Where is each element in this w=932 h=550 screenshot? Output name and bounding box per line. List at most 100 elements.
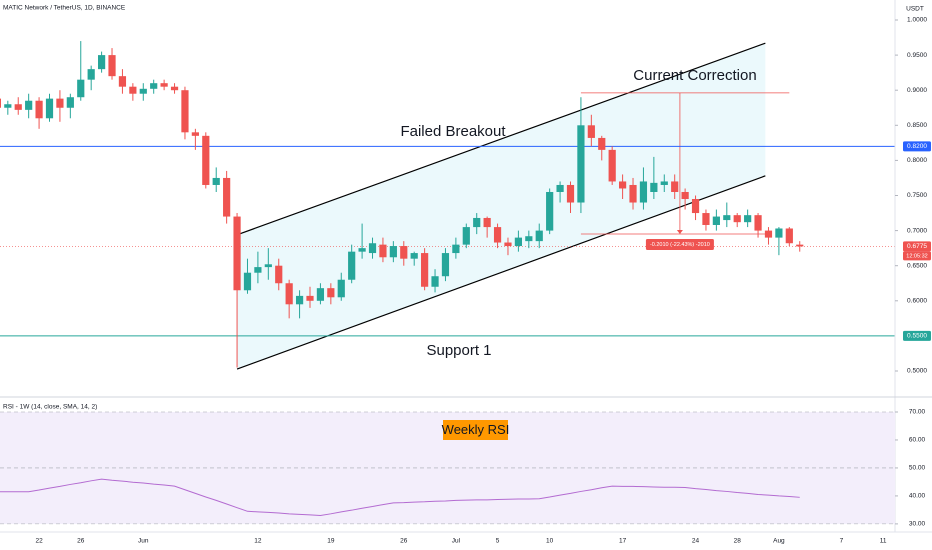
channel-line <box>236 175 766 370</box>
rsi-y-tick-label: 70.00 <box>909 409 926 416</box>
rsi-y-tick-label: 30.00 <box>909 521 926 528</box>
x-tick-label: Jun <box>138 538 149 545</box>
rsi-annotation-box <box>443 420 508 440</box>
candle-body <box>87 69 95 80</box>
x-tick-label: 22 <box>35 538 43 545</box>
x-tick-label: 10 <box>546 538 554 545</box>
candle-body <box>671 181 679 192</box>
candle-body <box>733 215 741 223</box>
candle-body <box>577 125 585 203</box>
rsi-y-tick-label: 60.00 <box>909 437 926 444</box>
x-tick-label: 26 <box>400 538 408 545</box>
candle-body <box>483 217 491 228</box>
currency-label: USDT <box>906 6 924 13</box>
candle-body <box>556 184 564 192</box>
rsi-y-tick-label: 50.00 <box>909 465 926 472</box>
candle-body <box>681 191 689 200</box>
candle-body <box>4 104 12 108</box>
candle-body <box>629 184 637 203</box>
candle-body <box>619 181 627 189</box>
candle-body <box>754 215 762 231</box>
candle-body <box>35 100 43 119</box>
candle-body <box>389 246 397 258</box>
y-tick-label: 1.0000 <box>907 17 927 24</box>
candle-body <box>744 215 752 223</box>
countdown-label: 12:05:32 <box>906 253 927 259</box>
candle-body <box>129 86 137 94</box>
x-tick-label: Aug <box>773 538 785 545</box>
candle-body <box>514 237 522 247</box>
candle-body <box>0 98 1 108</box>
x-tick-label: Jul <box>452 538 461 545</box>
y-tick-label: 0.9000 <box>907 87 927 94</box>
candle-body <box>358 248 366 252</box>
y-tick-label: 0.7000 <box>907 227 927 234</box>
x-tick-label: 24 <box>692 538 700 545</box>
candle-body <box>587 125 595 138</box>
countdown-tag <box>903 251 931 261</box>
candle-body <box>379 244 387 258</box>
candle-body <box>254 267 262 273</box>
y-tick-label: 0.5000 <box>907 368 927 375</box>
candle-body <box>566 184 575 203</box>
candle-body <box>14 104 22 110</box>
candle-body <box>118 76 127 87</box>
y-tick-label: 0.6000 <box>907 298 927 305</box>
candle-body <box>400 246 408 259</box>
x-tick-label: 7 <box>840 538 844 545</box>
level-tag <box>903 141 931 152</box>
candle-body <box>650 182 658 192</box>
y-tick-label: 0.9500 <box>907 52 927 59</box>
candle-body <box>504 242 512 247</box>
candle-body <box>462 227 470 245</box>
candle-body <box>108 55 116 77</box>
plot-area: -0.2010 (-22.43%) -2010 <box>0 41 895 370</box>
candle-body <box>337 279 345 298</box>
candle-body <box>796 244 804 247</box>
candle-body <box>421 253 429 287</box>
channel-fill <box>237 43 766 370</box>
last-price-label: 0.6775 <box>907 243 927 250</box>
candle-body <box>691 199 700 214</box>
candle-body <box>264 264 272 268</box>
candle-body <box>139 88 147 94</box>
level-tag <box>903 330 931 341</box>
candle-body <box>493 227 502 243</box>
candle-body <box>25 100 33 110</box>
x-tick-label: 28 <box>734 538 742 545</box>
candle-body <box>712 216 720 225</box>
y-tick-label: 0.8000 <box>907 157 927 164</box>
x-tick-label: 26 <box>77 538 85 545</box>
rsi-title: RSI - 1W (14, close, SMA, 14, 2) <box>3 404 97 411</box>
candle-body <box>785 228 793 244</box>
x-tick-label: 5 <box>496 538 500 545</box>
candle-body <box>702 213 710 225</box>
x-tick-label: 17 <box>619 538 627 545</box>
candle-body <box>66 97 74 108</box>
measure-arrowhead <box>676 229 683 234</box>
candle-body <box>525 236 533 242</box>
candle-body <box>535 230 543 242</box>
chart-title: MATIC Network / TetherUS, 1D, BINANCE <box>3 5 126 12</box>
channel-line <box>236 42 766 236</box>
candle-body <box>764 230 773 238</box>
measure-label-box <box>645 238 714 250</box>
candle-body <box>431 276 439 287</box>
candle-body <box>275 265 283 284</box>
candle-body <box>327 288 335 298</box>
candle-body <box>441 253 450 277</box>
annotation: Current Correction <box>633 67 756 84</box>
rsi-y-tick-label: 40.00 <box>909 493 926 500</box>
candle-body <box>160 83 168 87</box>
candle-body <box>233 216 241 291</box>
candle-body <box>285 283 293 305</box>
y-tick-label: 0.8500 <box>907 122 927 129</box>
candle-body <box>316 288 325 301</box>
candle-body <box>608 149 616 182</box>
candle-body <box>348 251 356 280</box>
candle-body <box>170 86 179 91</box>
candle-body <box>598 137 606 150</box>
annotation: Weekly RSI <box>442 422 510 437</box>
candle-body <box>639 181 648 203</box>
